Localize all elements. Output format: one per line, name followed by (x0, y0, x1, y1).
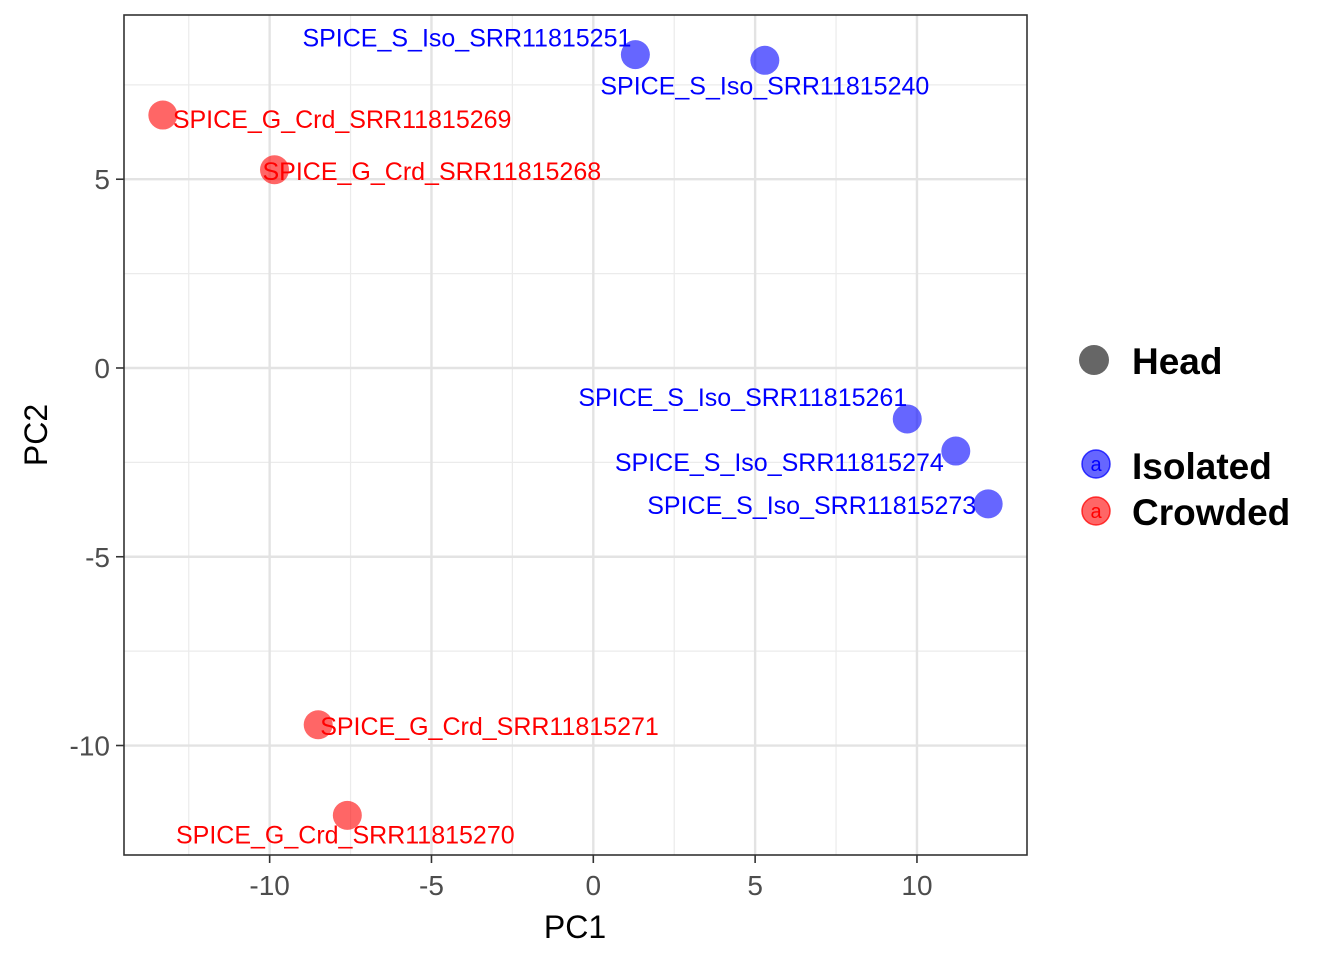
legend-label-isolated: Isolated (1132, 446, 1272, 487)
point-label-isolated: SPICE_S_Iso_SRR11815273 (647, 492, 976, 520)
x-tick-label: 10 (901, 870, 932, 901)
legend: Head a Isolated a Crowded (1079, 341, 1290, 533)
data-points (148, 40, 1003, 830)
axes: -10 -5 0 5 10 -10 -5 0 5 (70, 164, 933, 901)
point-label-isolated: SPICE_S_Iso_SRR11815274 (615, 449, 944, 477)
point-label-crowded: SPICE_G_Crd_SRR11815270 (176, 821, 515, 849)
grid (124, 15, 1027, 855)
data-point-isolated (620, 40, 650, 70)
y-tick-label: -10 (70, 731, 110, 762)
x-axis-title: PC1 (544, 909, 606, 945)
y-tick-label: 0 (94, 353, 110, 384)
point-labels: SPICE_S_Iso_SRR11815251 SPICE_S_Iso_SRR11… (173, 25, 976, 850)
data-point-isolated (973, 489, 1003, 519)
data-point-isolated (941, 436, 971, 466)
data-point-isolated (750, 45, 780, 75)
point-label-crowded: SPICE_G_Crd_SRR11815271 (320, 713, 659, 741)
point-label-isolated: SPICE_S_Iso_SRR11815261 (578, 384, 907, 412)
data-point-crowded (148, 100, 178, 130)
data-point-crowded (260, 155, 289, 185)
x-tick-label: 5 (747, 870, 763, 901)
legend-key-crowded (1081, 496, 1111, 526)
data-point-isolated (892, 404, 922, 434)
y-tick-label: -5 (85, 542, 110, 573)
x-tick-label: 0 (586, 870, 602, 901)
legend-shape-title: Head (1132, 341, 1222, 382)
point-label-crowded: SPICE_G_Crd_SRR11815269 (173, 106, 512, 134)
y-axis-title: PC2 (18, 404, 54, 466)
legend-key-isolated (1081, 449, 1111, 479)
point-label-crowded: SPICE_G_Crd_SRR11815268 (263, 158, 602, 186)
legend-shape-key (1079, 345, 1109, 375)
point-label-isolated: SPICE_S_Iso_SRR11815251 (302, 25, 631, 53)
data-point-crowded (303, 710, 333, 740)
legend-label-crowded: Crowded (1132, 492, 1290, 533)
point-label-isolated: SPICE_S_Iso_SRR11815240 (600, 72, 929, 100)
x-tick-label: -10 (249, 870, 289, 901)
y-tick-label: 5 (94, 164, 110, 195)
panel-border (123, 14, 1028, 856)
data-point-crowded (332, 800, 362, 830)
legend-key-glyph-crowded: a (1090, 501, 1102, 523)
x-tick-label: -5 (419, 870, 444, 901)
legend-key-glyph-isolated: a (1090, 454, 1102, 476)
